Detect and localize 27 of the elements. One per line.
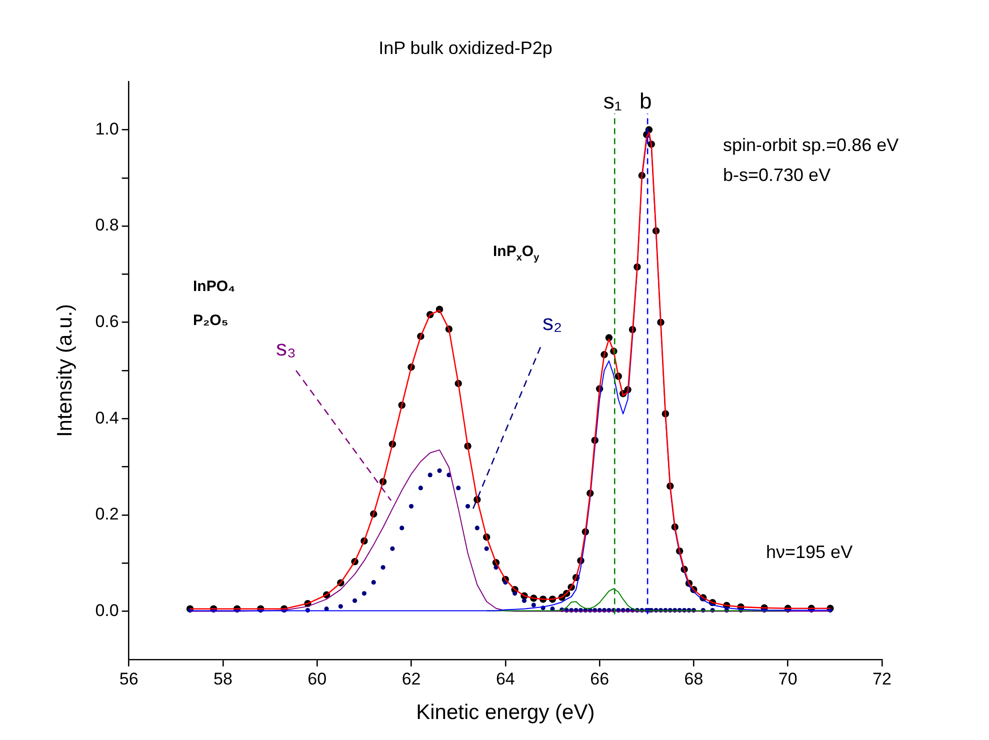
x-tick-label: 56 [119,669,138,688]
y-tick-label: 0.0 [95,600,119,620]
annotation: P₂O₅ [193,312,228,329]
x-axis-title: Kinetic energy (eV) [416,701,595,724]
y-tick-label: 0.6 [95,312,119,332]
ref-line-label: s₁ [603,88,622,114]
x-tick-label: 60 [308,669,327,688]
y-tick-label: 0.8 [95,216,119,235]
y-axis-title: Intensity (a.u.) [53,304,76,438]
annotation: hν=195 eV [766,542,853,562]
annotation: spin-orbit sp.=0.86 eV [723,135,899,155]
x-tick-label: 62 [402,669,421,688]
chart-title: InP bulk oxidized-P2p [378,38,552,58]
x-tick-label: 58 [214,669,232,688]
x-tick-label: 66 [590,669,610,688]
y-tick-label: 0.2 [95,504,119,524]
x-tick-label: 68 [684,669,704,688]
annotation: s₂ [542,310,562,336]
y-tick-label: 0.4 [95,408,119,428]
y-tick-label: 1.0 [95,119,119,138]
x-tick-label: 64 [496,669,515,688]
annotation: b-s=0.730 eV [723,165,831,185]
x-tick-label: 72 [872,669,892,688]
annotation: InPO₄ [193,278,236,295]
ref-line-label: b [639,88,652,114]
annotation: s₃ [276,336,296,361]
x-tick-label: 70 [778,669,798,688]
